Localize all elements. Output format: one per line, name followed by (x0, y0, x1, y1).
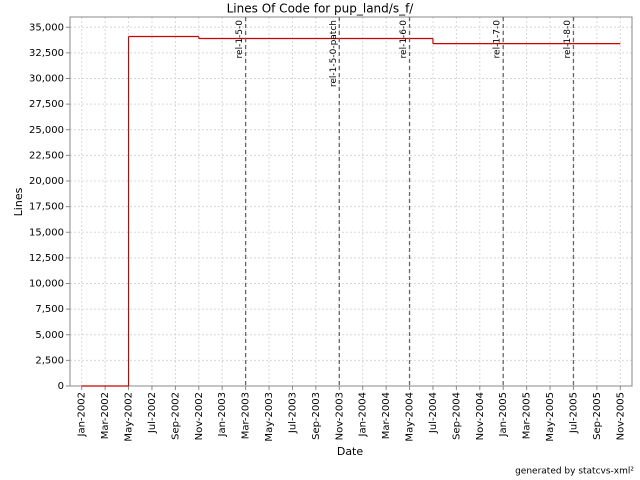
y-tick-label: 10,000 (29, 279, 64, 290)
footer: generated by statcvs-xml² (515, 467, 634, 477)
y-tick-label: 30,000 (29, 74, 64, 85)
x-tick-label: Jan-2005 (498, 392, 509, 437)
x-tick-label: Sep-2002 (170, 392, 181, 440)
x-tick-label: Mar-2002 (100, 392, 111, 439)
x-axis-label: Date (337, 445, 364, 458)
y-tick-label: 20,000 (29, 176, 64, 187)
y-tick-label: 25,000 (29, 125, 64, 136)
x-tick-label: May-2002 (124, 392, 135, 442)
x-tick-label: Sep-2005 (592, 392, 603, 440)
x-tick-label: Nov-2003 (334, 392, 345, 440)
y-tick-label: 0 (58, 381, 64, 392)
y-tick-label: 12,500 (29, 253, 64, 264)
x-tick-label: May-2003 (264, 392, 275, 442)
release-label: rel-1-5-0 (235, 20, 245, 59)
x-tick-label: Sep-2003 (311, 392, 322, 440)
y-tick-label: 15,000 (29, 227, 64, 238)
plot-border (69, 16, 633, 387)
y-tick-label: 5,000 (35, 330, 64, 341)
x-tick-label: Nov-2004 (475, 392, 486, 440)
y-tick-label: 7,500 (35, 304, 64, 315)
x-tick-label: Jan-2003 (217, 392, 228, 437)
x-tick-label: Mar-2003 (241, 392, 252, 439)
x-tick-label: Jul-2005 (568, 392, 579, 434)
x-tick-label: Jan-2002 (77, 392, 88, 437)
x-tick-label: May-2005 (545, 392, 556, 442)
y-axis-label: Lines (12, 187, 25, 216)
x-tick-label: Jan-2004 (358, 392, 369, 437)
release-label: rel-1-5-0-patch (329, 20, 339, 87)
x-tick-label: Mar-2005 (522, 392, 533, 439)
x-tick-label: Jul-2004 (428, 392, 439, 434)
release-label: rel-1-6-0 (399, 20, 409, 59)
y-tick-label: 22,500 (29, 150, 64, 161)
y-tick-label: 32,500 (29, 48, 64, 59)
x-tick-label: Jul-2003 (287, 392, 298, 434)
y-tick-label: 2,500 (35, 355, 64, 366)
x-tick-label: Sep-2004 (451, 392, 462, 440)
release-label: rel-1-7-0 (493, 20, 503, 59)
y-tick-label: 27,500 (29, 99, 64, 110)
x-tick-label: Nov-2005 (615, 392, 626, 440)
x-tick-label: Jul-2002 (147, 392, 158, 434)
chart-title: Lines Of Code for pup_land/s_f/ (227, 2, 415, 16)
y-tick-label: 35,000 (29, 22, 64, 33)
y-tick-label: 17,500 (29, 202, 64, 213)
x-tick-label: Mar-2004 (381, 392, 392, 439)
x-tick-label: May-2004 (405, 392, 416, 442)
release-label: rel-1-8-0 (563, 20, 573, 59)
x-tick-label: Nov-2002 (194, 392, 205, 440)
